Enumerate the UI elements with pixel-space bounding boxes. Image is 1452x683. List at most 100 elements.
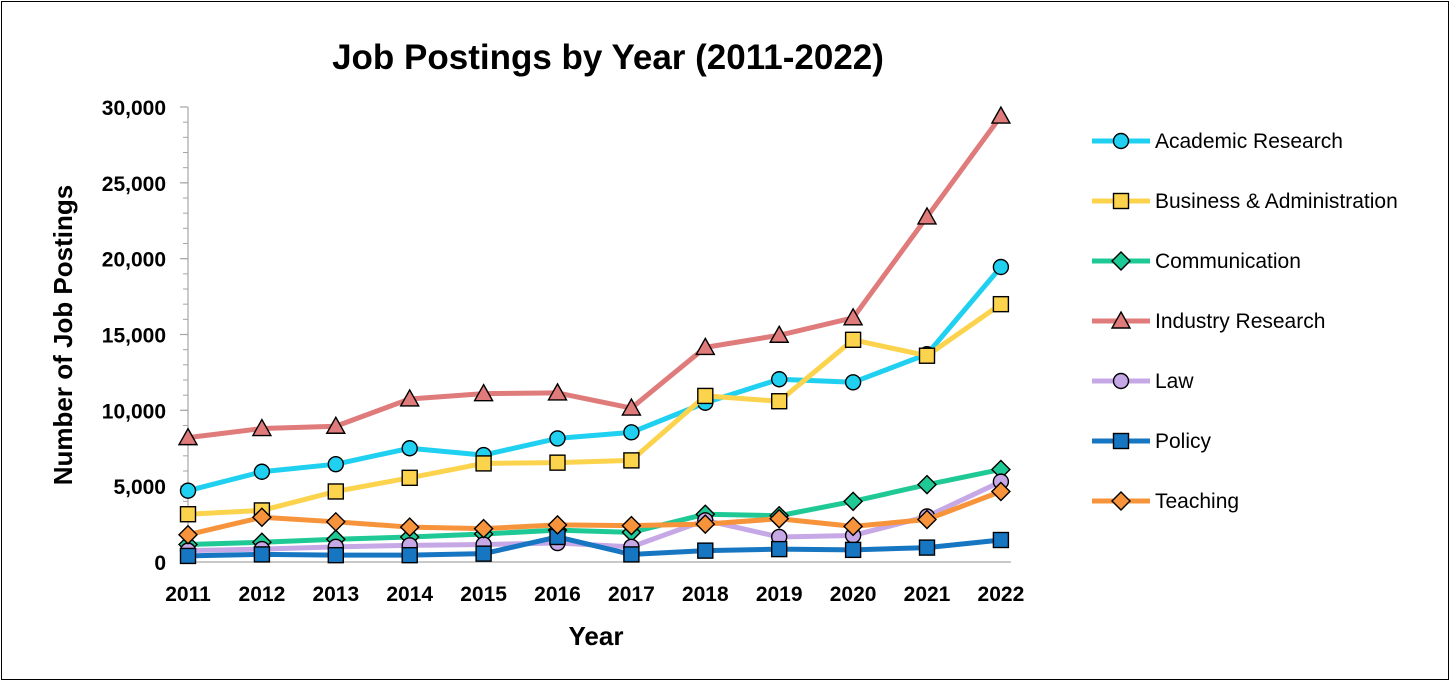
x-tick-label: 2015 (460, 583, 507, 606)
data-point (549, 430, 566, 447)
data-point (917, 474, 937, 495)
data-point (918, 539, 936, 556)
series-line (185, 466, 1004, 548)
plot-area (177, 105, 1012, 565)
data-point (401, 440, 418, 457)
x-tick-label: 2022 (978, 583, 1025, 606)
data-point (844, 374, 862, 391)
legend: Academic Research Business & Administrati… (1092, 130, 1398, 513)
data-point (918, 347, 936, 364)
legend-label: Industry Research (1155, 310, 1325, 333)
data-point (327, 546, 344, 564)
legend-item: Communication (1092, 250, 1301, 273)
legend-label: Policy (1155, 430, 1212, 453)
y-tick-label: 15,000 (102, 325, 166, 348)
data-point (843, 516, 864, 537)
x-tick-label: 2011 (165, 583, 211, 606)
series-line (185, 534, 1004, 559)
x-tick-label: 2020 (830, 583, 877, 606)
data-point (990, 105, 1012, 124)
data-point (992, 258, 1010, 276)
x-tick-label: 2014 (386, 583, 433, 606)
data-point (771, 371, 788, 388)
data-point (547, 382, 568, 401)
data-point (401, 546, 418, 564)
data-point (473, 518, 494, 539)
data-point (842, 307, 864, 326)
legend-marker (1112, 372, 1130, 390)
y-axis-label: Number of Job Postings (48, 185, 78, 485)
data-point (251, 507, 272, 528)
data-point (253, 546, 271, 563)
y-tick-label: 5,000 (113, 476, 166, 499)
data-point (178, 524, 198, 545)
data-point (327, 483, 344, 500)
data-point (547, 514, 568, 535)
legend-item: Policy (1092, 430, 1212, 453)
x-tick-label: 2018 (682, 583, 729, 606)
data-point (992, 531, 1010, 549)
data-point (621, 397, 642, 416)
legend-item: Law (1092, 370, 1194, 393)
y-tick-label: 20,000 (102, 249, 166, 272)
data-point (399, 388, 420, 407)
series-business-administration (179, 295, 1010, 523)
legend-marker (1112, 432, 1130, 450)
series-line (185, 301, 1004, 517)
data-point (623, 452, 640, 469)
series-policy (179, 528, 1010, 565)
x-axis-label: Year (569, 621, 624, 651)
data-point (621, 515, 642, 536)
data-point (916, 206, 938, 225)
data-point (473, 383, 494, 402)
data-point (177, 427, 199, 446)
x-tick-label: 2012 (239, 583, 286, 606)
legend-item: Industry Research (1092, 310, 1325, 333)
data-point (179, 506, 197, 523)
legend-marker (1112, 132, 1130, 150)
y-tick-label: 30,000 (102, 97, 166, 120)
data-point (844, 541, 862, 559)
data-point (697, 387, 714, 405)
y-tick-label: 10,000 (102, 400, 166, 423)
data-point (695, 514, 716, 535)
data-point (251, 418, 273, 437)
data-point (697, 542, 714, 559)
data-point (771, 393, 788, 410)
data-point (399, 517, 420, 538)
data-point (623, 424, 640, 441)
x-tick-label: 2021 (904, 583, 951, 606)
data-point (401, 469, 418, 487)
series-academic-research (179, 258, 1010, 499)
data-point (917, 509, 937, 530)
legend-label: Teaching (1155, 490, 1239, 513)
series-line (185, 488, 1004, 538)
legend-label: Law (1155, 370, 1194, 393)
x-tick-label: 2019 (756, 583, 803, 606)
data-point (695, 336, 716, 356)
series-industry-research (177, 105, 1012, 446)
legend-marker (1110, 310, 1132, 329)
series-line (185, 113, 1004, 441)
data-point (844, 331, 862, 349)
legend-item: Academic Research (1092, 130, 1343, 153)
data-point (769, 508, 790, 529)
legend-label: Business & Administration (1155, 190, 1398, 213)
data-point (769, 324, 790, 343)
data-point (771, 540, 788, 558)
data-point (253, 463, 271, 480)
y-tick-label: 0 (154, 552, 166, 575)
data-point (475, 455, 492, 472)
data-point (843, 491, 864, 512)
data-point (475, 545, 492, 562)
x-tick-label: 2013 (312, 583, 359, 606)
data-point (179, 547, 197, 565)
legend-marker (1111, 251, 1131, 271)
legend-label: Communication (1155, 250, 1301, 273)
y-tick-label: 25,000 (102, 173, 166, 196)
data-point (179, 482, 197, 499)
x-tick-label: 2017 (608, 583, 655, 606)
data-point (990, 481, 1011, 502)
